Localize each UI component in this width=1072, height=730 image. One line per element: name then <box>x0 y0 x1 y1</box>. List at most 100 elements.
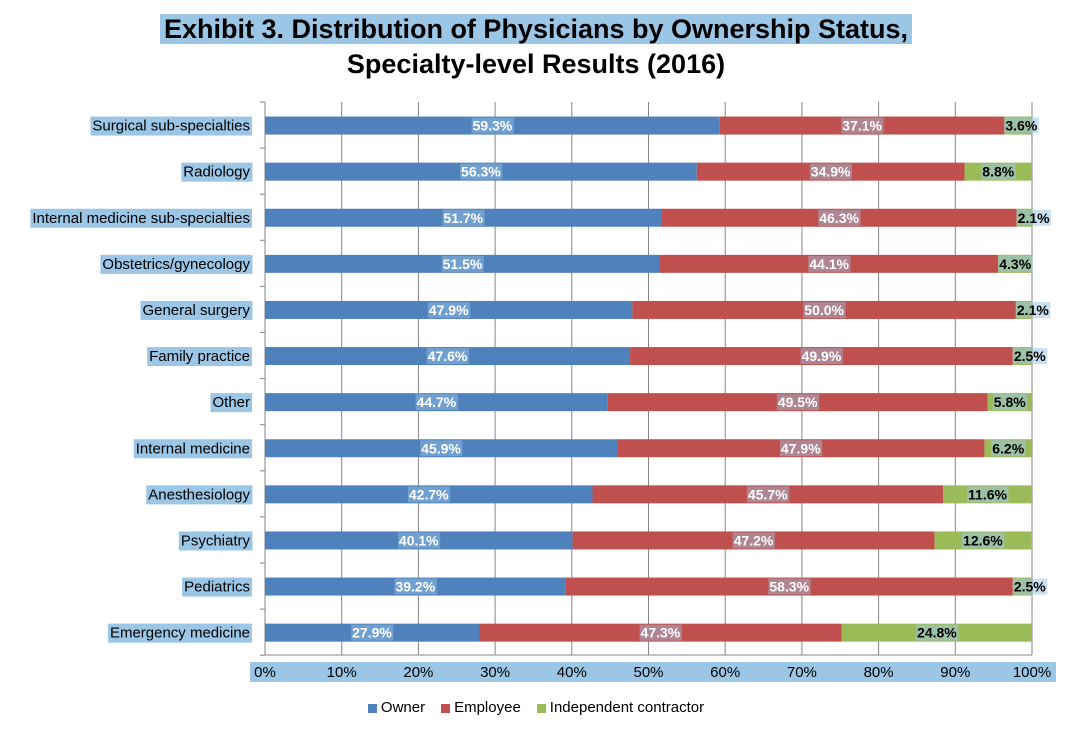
data-label-highlight <box>768 578 811 595</box>
data-label-highlight <box>800 348 843 365</box>
category-label: Other <box>212 394 250 411</box>
x-tick-labels-highlight <box>250 662 1056 682</box>
legend-label: Employee <box>454 699 521 716</box>
data-label-highlight <box>776 394 820 411</box>
bar-segment-owner <box>265 485 593 504</box>
x-tick-label: 50% <box>633 664 663 681</box>
bar-segment-employee <box>565 577 1013 596</box>
data-label: 3.6% <box>1005 118 1037 134</box>
data-label: 45.7% <box>748 486 788 502</box>
bar-segment-employee <box>572 531 935 550</box>
bar-segment-owner <box>265 439 618 458</box>
legend-label: Owner <box>380 699 426 716</box>
data-label-highlight <box>981 163 1016 180</box>
data-label-highlight <box>1016 209 1052 226</box>
category-label-highlight <box>133 439 252 459</box>
data-label-highlight <box>998 255 1033 272</box>
data-label-highlight <box>407 486 451 503</box>
category-label: Internal medicine <box>136 440 250 457</box>
x-tick-label: 80% <box>864 664 894 681</box>
category-label: Psychiatry <box>181 532 251 549</box>
data-label-highlight <box>732 532 775 549</box>
category-label: Pediatrics <box>184 579 250 596</box>
data-label-highlight <box>471 117 514 134</box>
bar-segment-employee <box>696 162 965 181</box>
category-label-highlight <box>140 300 253 320</box>
data-label-highlight <box>426 348 469 365</box>
category-label: Radiology <box>183 164 250 181</box>
category-label-highlight <box>210 393 253 413</box>
data-label: 50.0% <box>804 302 844 318</box>
data-label: 56.3% <box>461 164 501 180</box>
data-label: 2.1% <box>1017 302 1049 318</box>
data-label: 27.9% <box>352 625 392 641</box>
data-label-highlight <box>992 394 1028 411</box>
category-label-highlight <box>181 162 253 182</box>
chart-title-line-2: Specialty-level Results (2016) <box>346 49 726 79</box>
data-label-highlight <box>1015 301 1051 318</box>
category-label: Emergency medicine <box>110 625 250 642</box>
data-label: 2.5% <box>1014 579 1046 595</box>
data-label: 45.9% <box>421 440 461 456</box>
data-label-highlight <box>441 255 484 272</box>
data-label-highlight <box>746 486 790 503</box>
data-label-highlight <box>1012 578 1048 595</box>
category-label-highlight <box>30 208 252 228</box>
legend-item: Employee <box>441 699 521 716</box>
data-label: 49.9% <box>802 348 842 364</box>
legend-swatch <box>536 703 546 713</box>
data-label-highlight <box>809 163 853 180</box>
data-label-highlight <box>442 209 485 226</box>
category-label-highlight <box>107 623 252 643</box>
bar-segment-employee <box>719 116 1005 135</box>
data-label-highlight <box>420 440 463 457</box>
bar-segment-owner <box>265 623 479 642</box>
category-label: Internal medicine sub-specialties <box>32 210 250 227</box>
category-label-highlight <box>146 485 253 505</box>
bar-segment-owner <box>265 162 697 181</box>
data-label-highlight <box>639 624 682 641</box>
data-label: 11.6% <box>968 486 1007 502</box>
category-label-highlight <box>90 116 252 136</box>
data-label: 59.3% <box>473 118 513 134</box>
data-label-highlight <box>779 440 823 457</box>
data-label-highlight <box>991 440 1026 457</box>
bar-segment-owner <box>265 577 566 596</box>
x-tick-label: 100% <box>1013 664 1051 681</box>
bar-segment-employee <box>661 208 1017 227</box>
data-label-highlight <box>803 301 846 318</box>
data-label-highlight <box>967 486 1009 503</box>
category-label: General surgery <box>142 302 250 319</box>
data-label-highlight <box>427 301 471 318</box>
data-label: 47.9% <box>429 302 469 318</box>
bar-segment-employee <box>617 439 985 458</box>
data-label-highlight <box>460 163 503 180</box>
data-label-highlight <box>916 624 959 641</box>
chart-title-text-1: Exhibit 3. Distribution of Physicians by… <box>159 14 913 44</box>
category-label: Family practice <box>149 348 250 365</box>
data-label-highlight <box>962 532 1005 549</box>
bar-segment-employee <box>630 347 1013 366</box>
x-tick-label: 70% <box>787 664 817 681</box>
category-label: Anesthesiology <box>148 486 250 503</box>
data-label: 44.7% <box>417 394 457 410</box>
legend-item: Owner <box>367 699 426 716</box>
data-label: 8.8% <box>982 164 1014 180</box>
data-label: 47.2% <box>734 532 774 548</box>
category-label-highlight <box>178 531 253 551</box>
chart-legend: Owner Employee Independent contractor <box>0 699 1072 716</box>
x-tick-label: 10% <box>327 664 357 681</box>
bar-segment-owner <box>265 300 633 319</box>
data-label: 2.1% <box>1018 210 1050 226</box>
data-label-highlight <box>818 209 861 226</box>
data-label-highlight <box>415 394 458 411</box>
x-tick-label: 40% <box>557 664 587 681</box>
data-label-highlight <box>1004 117 1039 134</box>
data-label-highlight <box>397 532 441 549</box>
data-label: 58.3% <box>769 579 809 595</box>
data-label: 2.5% <box>1014 348 1046 364</box>
category-label: Obstetrics/gynecology <box>102 256 250 273</box>
x-tick-label: 20% <box>403 664 433 681</box>
bar-segment-owner <box>265 531 573 550</box>
